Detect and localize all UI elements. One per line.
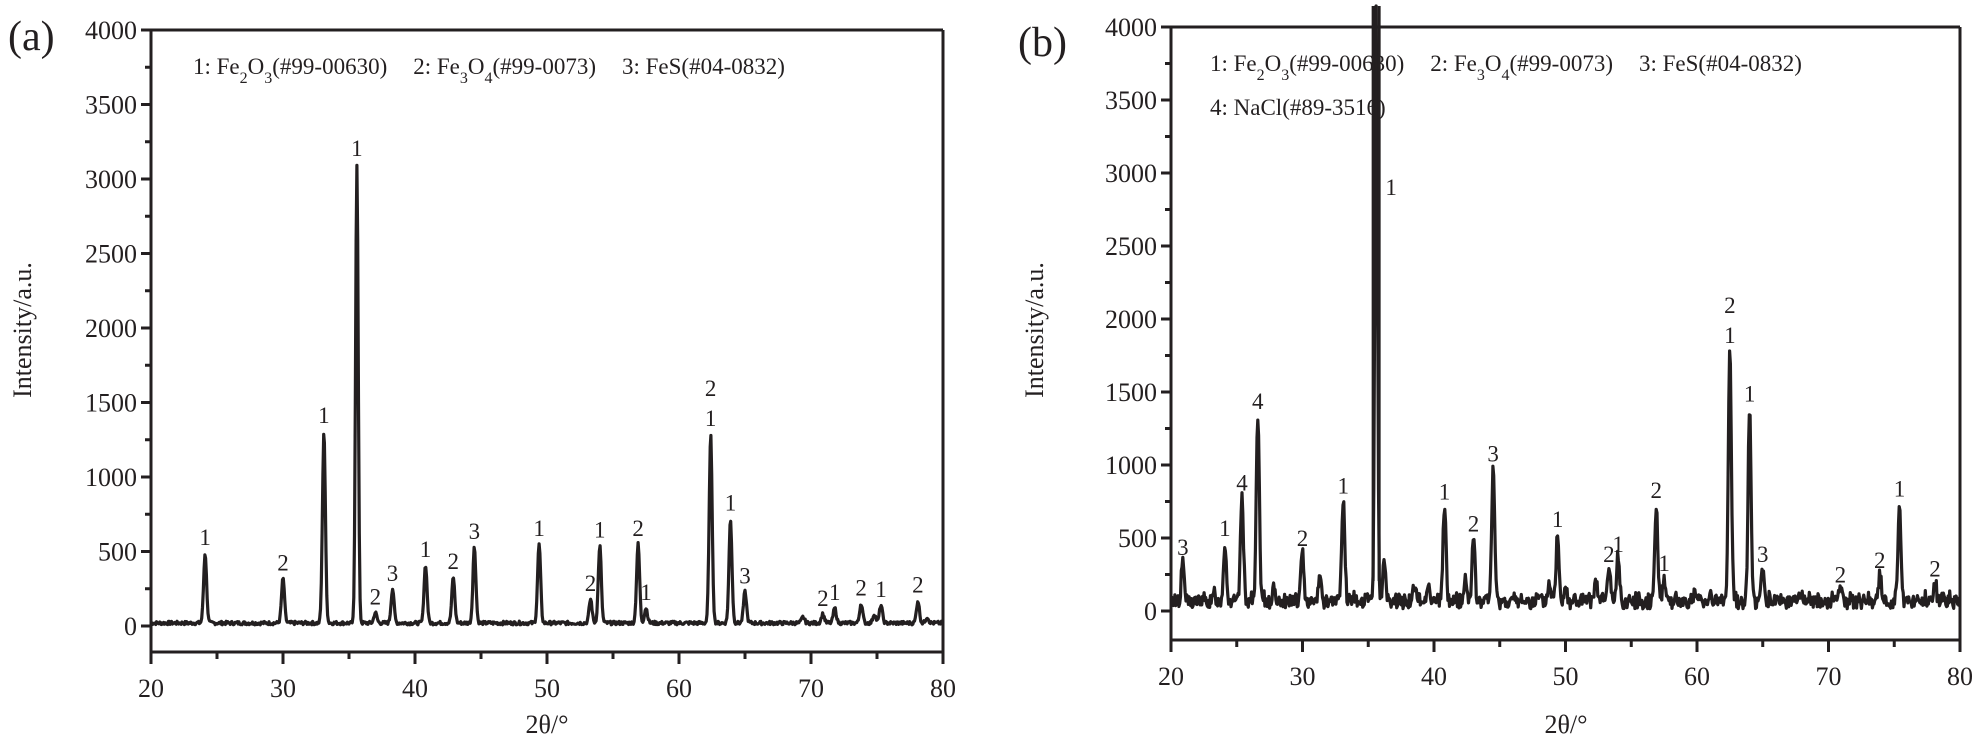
peak-phase-label: 2 [1603, 542, 1615, 567]
y-tick-label: 2000 [85, 314, 137, 343]
legend-line-1: 1: Fe2O3(#99-00630) 2: Fe3O4(#99-0073) 3: … [193, 54, 785, 87]
y-tick-label: 2500 [85, 240, 137, 269]
y-tick-label: 3500 [85, 91, 137, 120]
x-tick-label: 50 [534, 674, 560, 703]
peak-phase-label: 1 [725, 491, 737, 516]
panel-b-axes: 0 500 1000 1500 2000 2500 3000 3500 4000 20 30 40 50… [1105, 13, 1973, 691]
peak-phase-label: 2 [1835, 563, 1847, 588]
x-tick-label: 70 [1816, 662, 1842, 691]
peak-phase-label: 2 [1468, 511, 1480, 536]
peak-phase-label: 1 [1658, 551, 1670, 576]
y-tick-label: 1500 [85, 389, 137, 418]
peak-phase-label: 3 [1487, 441, 1499, 466]
x-tick-label: 20 [138, 674, 164, 703]
panel-b-diffraction-curve [1169, 4, 1961, 611]
peak-phase-label: 2 [277, 550, 289, 575]
peak-phase-label: 3 [469, 519, 481, 544]
x-tick-label: 40 [1421, 662, 1447, 691]
y-tick-label: 500 [98, 538, 137, 567]
peak-phase-label: 2 [817, 586, 829, 611]
peak-phase-label: 1 [1439, 479, 1451, 504]
peak-phase-label: 2 [1874, 548, 1886, 573]
peak-phase-label: 1 [829, 580, 841, 605]
peak-phase-label: 1 [1552, 507, 1564, 532]
x-tick-label: 80 [1947, 662, 1973, 691]
peak-phase-label: 3 [1757, 542, 1769, 567]
peak-phase-label: 1 [1338, 474, 1350, 499]
peak-phase-label: 1 [318, 403, 330, 428]
panel-b-x-axis-title: 2θ/° [1544, 710, 1587, 739]
peak-phase-label: 2 [1297, 526, 1309, 551]
peak-phase-label: 1 [1385, 175, 1397, 200]
y-tick-label: 3000 [85, 165, 137, 194]
panel-b-legend: 1: Fe2O3(#99-00630) 2: Fe3O4(#99-0073) 3: … [1210, 51, 1802, 120]
peak-phase-label: 2 [585, 571, 597, 596]
peak-phase-label: 1 [705, 406, 717, 431]
peak-phase-label: 4 [1236, 471, 1248, 496]
x-tick-label: 20 [1158, 662, 1184, 691]
peak-phase-label: 1 [640, 580, 652, 605]
peak-phase-label: 2 [1650, 478, 1662, 503]
peak-phase-label: 2 [855, 576, 867, 601]
y-tick-label: 500 [1118, 524, 1157, 553]
y-tick-label: 4000 [85, 16, 137, 45]
legend-line-2: 4: NaCl(#89-3516) [1210, 95, 1386, 120]
x-tick-label: 30 [1290, 662, 1316, 691]
peak-phase-label: 1 [533, 516, 545, 541]
peak-phase-label: 1 [594, 518, 606, 543]
y-tick-label: 4000 [1105, 13, 1157, 42]
peak-phase-label: 1 [420, 537, 432, 562]
y-tick-label: 2000 [1105, 305, 1157, 334]
peak-phase-label: 1 [1724, 323, 1736, 348]
peak-phase-label: 1 [1612, 532, 1624, 557]
peak-phase-label: 2 [1724, 293, 1736, 318]
peak-phase-label: 1 [199, 525, 211, 550]
peak-phase-label: 3 [1177, 535, 1189, 560]
y-tick-label: 1000 [1105, 451, 1157, 480]
y-tick-label: 3000 [1105, 159, 1157, 188]
y-tick-label: 1500 [1105, 378, 1157, 407]
peak-phase-label: 1 [1744, 382, 1756, 407]
peak-phase-label: 2 [1929, 557, 1941, 582]
peak-phase-label: 4 [1252, 389, 1264, 414]
peak-phase-label: 3 [739, 564, 751, 589]
y-tick-label: 3500 [1105, 86, 1157, 115]
y-tick-label: 0 [124, 612, 137, 641]
peak-phase-label: 1 [875, 577, 887, 602]
y-tick-label: 0 [1144, 597, 1157, 626]
peak-phase-label: 2 [632, 516, 644, 541]
x-tick-label: 60 [1684, 662, 1710, 691]
peak-phase-label: 2 [370, 585, 382, 610]
panel-a-diffraction-curve [150, 163, 944, 627]
panel-a-label: (a) [8, 14, 55, 60]
peak-phase-label: 2 [912, 573, 924, 598]
panel-a-xrd-pattern: (a) 1: Fe2O3(#99-00630) 2: Fe3O4(#99-0073… [8, 14, 956, 739]
panel-a-legend: 1: Fe2O3(#99-00630) 2: Fe3O4(#99-0073) 3: … [193, 54, 785, 87]
panel-b-xrd-pattern: (b) 1: Fe2O3(#99-00630) 2: Fe3O4(#99-0073… [1018, 4, 1973, 739]
peak-phase-label: 1 [1894, 476, 1906, 501]
x-tick-label: 30 [270, 674, 296, 703]
panel-a-axes: 0 500 1000 1500 2000 2500 3000 3500 4000 20 30 40 50… [85, 16, 956, 703]
x-tick-label: 60 [666, 674, 692, 703]
legend-line-1: 1: Fe2O3(#99-00630) 2: Fe3O4(#99-0073) 3: … [1210, 51, 1802, 84]
peak-phase-label: 2 [705, 376, 717, 401]
y-tick-label: 2500 [1105, 232, 1157, 261]
x-tick-label: 50 [1553, 662, 1579, 691]
peak-phase-label: 1 [351, 136, 363, 161]
y-tick-label: 1000 [85, 463, 137, 492]
panel-b-y-axis-title: Intensity/a.u. [1020, 262, 1049, 398]
panel-a-y-axis-title: Intensity/a.u. [8, 262, 37, 398]
peak-phase-label: 2 [448, 549, 460, 574]
peak-phase-label: 1 [1219, 516, 1231, 541]
x-tick-label: 80 [930, 674, 956, 703]
x-tick-label: 40 [402, 674, 428, 703]
panel-b-label: (b) [1018, 20, 1067, 66]
x-tick-label: 70 [798, 674, 824, 703]
panel-a-x-axis-title: 2θ/° [525, 710, 568, 739]
peak-phase-label: 3 [387, 561, 399, 586]
